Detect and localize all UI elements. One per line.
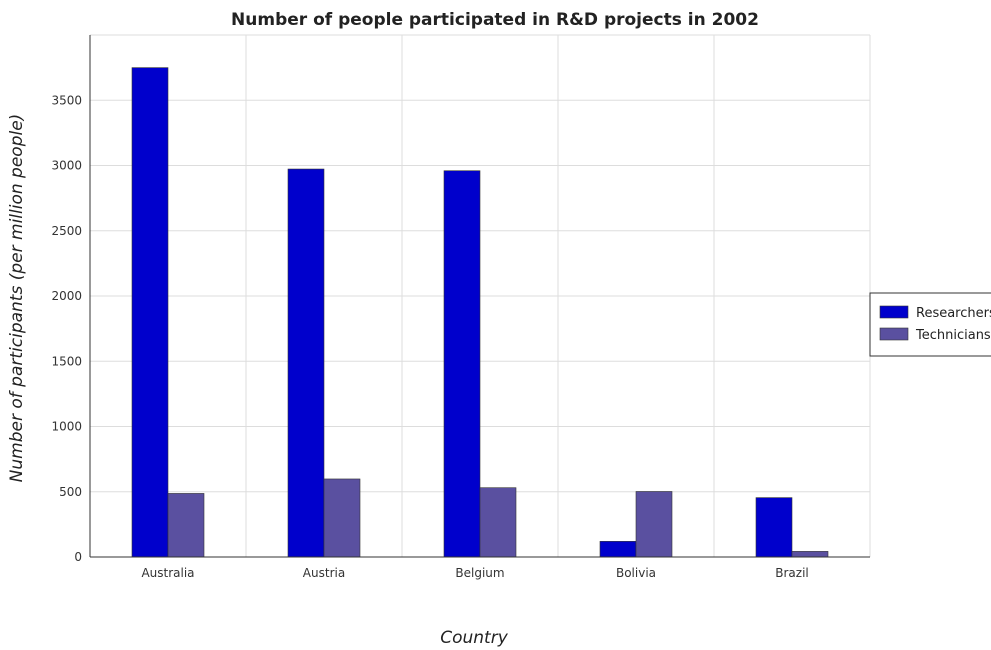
y-tick-label: 2500: [51, 224, 82, 238]
legend-box: [869, 292, 991, 357]
y-tick-label: 3500: [51, 93, 82, 107]
legend: Researchers Technicians: [869, 292, 991, 357]
bar-researchers-brazil: [755, 497, 793, 558]
y-tick-label: 3000: [51, 159, 82, 173]
y-axis-title: Number of participants (per million peop…: [7, 114, 27, 483]
legend-label-researchers: Researchers: [916, 306, 991, 321]
y-tick-label: 500: [59, 485, 82, 499]
y-tick-label: 1000: [51, 420, 82, 434]
bar-technicians-belgium: [479, 487, 517, 558]
x-tick-label: Austria: [303, 566, 345, 580]
y-tick-label: 2000: [51, 289, 82, 303]
bar-researchers-bolivia: [599, 541, 637, 558]
bar-technicians-austria: [323, 478, 361, 558]
x-tick-label: Bolivia: [616, 566, 656, 580]
x-tick-label: Belgium: [455, 566, 504, 580]
bar-technicians-australia: [167, 493, 205, 558]
bars: [131, 67, 829, 558]
axes: [89, 35, 870, 558]
bar-researchers-australia: [131, 67, 169, 558]
y-tick-label: 0: [74, 550, 82, 564]
legend-swatch-technicians: [879, 327, 909, 341]
x-tick-labels: Australia Austria Belgium Bolivia Brazil: [141, 566, 808, 580]
legend-swatch-researchers: [879, 305, 909, 319]
chart-title: Number of people participated in R&D pro…: [231, 10, 759, 30]
bar-researchers-belgium: [443, 170, 481, 558]
legend-label-technicians: Technicians: [915, 328, 991, 343]
x-tick-label: Australia: [141, 566, 194, 580]
x-tick-label: Brazil: [775, 566, 809, 580]
x-axis-title: Country: [440, 628, 508, 648]
y-tick-label: 1500: [51, 354, 82, 368]
y-tick-labels: 0 500 1000 1500 2000 2500 3000 3500: [51, 93, 82, 564]
bar-technicians-bolivia: [635, 491, 673, 558]
bar-researchers-austria: [287, 168, 325, 558]
bar-technicians-brazil: [791, 551, 829, 558]
